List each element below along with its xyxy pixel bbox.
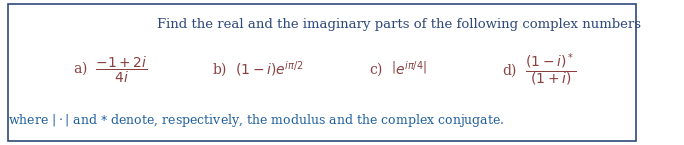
Text: Find the real and the imaginary parts of the following complex numbers: Find the real and the imaginary parts of… xyxy=(157,18,641,31)
Text: a)  $\dfrac{-1+2i}{4i}$: a) $\dfrac{-1+2i}{4i}$ xyxy=(73,55,148,85)
Text: b)  $(1-i)e^{i\pi/2}$: b) $(1-i)e^{i\pi/2}$ xyxy=(212,60,304,79)
Text: d)  $\dfrac{(1-i)^*}{(1+i)}$: d) $\dfrac{(1-i)^*}{(1+i)}$ xyxy=(502,51,577,88)
Text: where $|\cdot|$ and $*$ denote, respectively, the modulus and the complex conjug: where $|\cdot|$ and $*$ denote, respecti… xyxy=(8,112,504,129)
Text: c)  $\left|e^{i\pi/4}\right|$: c) $\left|e^{i\pi/4}\right|$ xyxy=(369,60,428,79)
